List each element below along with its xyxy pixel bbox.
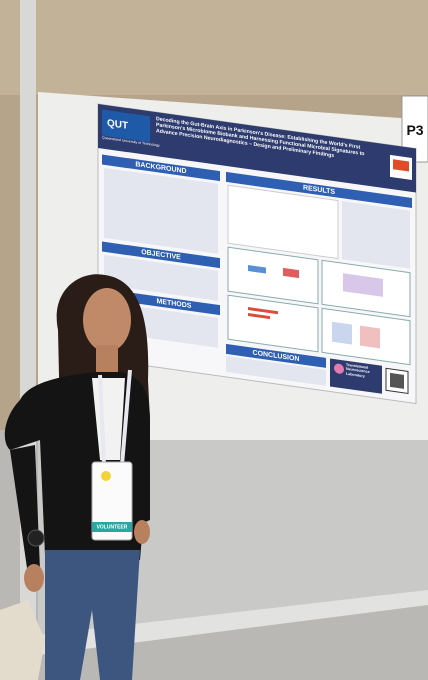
section-header — [226, 171, 412, 208]
text-block — [342, 201, 410, 269]
badge-logo — [101, 471, 111, 481]
lab-box: Translational Neuroscience Laboratory — [346, 363, 370, 378]
jeans — [45, 550, 140, 680]
lab-logo-icon — [334, 363, 344, 374]
text-block — [104, 254, 218, 301]
bag — [0, 600, 45, 680]
text-block — [128, 305, 218, 348]
qr-pattern — [390, 372, 404, 389]
upper-wall — [0, 0, 428, 95]
section-header — [128, 292, 220, 316]
logo: QUT — [107, 118, 129, 132]
logo-box — [102, 109, 150, 143]
figure-mark — [343, 273, 383, 297]
partner-logo-mark — [393, 159, 409, 172]
section-header — [102, 154, 220, 182]
badge — [91, 461, 133, 541]
left-hand — [24, 564, 44, 592]
figure — [227, 246, 319, 305]
right-hand — [134, 520, 150, 544]
face — [83, 288, 131, 352]
lanyard — [98, 369, 132, 466]
figure-mark — [332, 321, 352, 345]
results-table — [227, 184, 339, 260]
figure-mark — [283, 267, 299, 279]
poster-header — [98, 104, 416, 193]
badge-strip — [92, 522, 132, 532]
neck — [96, 345, 118, 375]
figure-mark — [360, 325, 380, 349]
watch — [27, 529, 45, 547]
poster: QUT Queensland University of Technology … — [97, 103, 417, 405]
figure-mark — [248, 265, 266, 274]
badge-label: VOLUNTEER — [97, 524, 128, 530]
text-block — [226, 355, 326, 386]
section-header — [226, 343, 326, 368]
section-title: RESULTS — [303, 185, 335, 196]
right-arm — [132, 440, 150, 525]
section-title: METHODS — [157, 298, 192, 310]
figure-mark — [248, 313, 270, 320]
figure-mark — [248, 307, 278, 315]
board-base — [38, 590, 428, 655]
board-number: P3 — [406, 122, 423, 138]
section-header — [102, 241, 220, 269]
text-block — [104, 167, 218, 254]
